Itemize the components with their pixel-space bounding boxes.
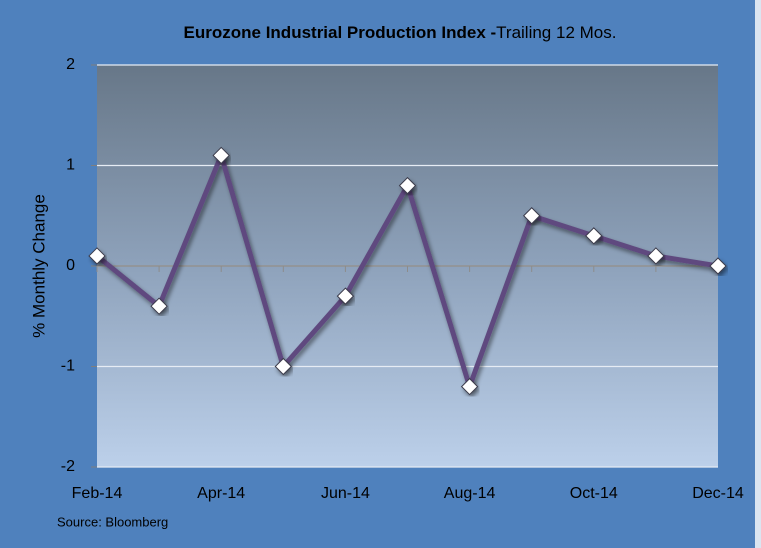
data-point <box>398 176 417 195</box>
data-point <box>522 207 541 225</box>
y-tick-label: 2 <box>66 56 75 73</box>
x-tick-label: Feb-14 <box>72 485 123 502</box>
chart-title: Eurozone Industrial Production Index -Tr… <box>184 23 617 42</box>
x-tick-label: Jun-14 <box>321 485 370 502</box>
data-point <box>274 357 293 376</box>
y-tick-label: -1 <box>61 358 75 375</box>
data-point <box>460 377 479 396</box>
data-point <box>150 297 168 315</box>
data-point <box>709 257 727 275</box>
y-tick-label: 0 <box>66 257 75 274</box>
x-tick-label: Oct-14 <box>570 485 618 502</box>
edge <box>755 0 761 548</box>
x-tick-label: Apr-14 <box>197 485 245 502</box>
title: Eurozone Industrial Production Index - <box>184 23 497 42</box>
data-point <box>647 247 665 265</box>
y-axis-label: % Monthly Change <box>29 194 48 338</box>
y-tick-label: -2 <box>61 458 75 475</box>
subtitle: Trailing 12 Mos. <box>496 23 616 42</box>
source: Source: Bloomberg <box>57 514 168 529</box>
y-tick-label: 1 <box>66 157 75 174</box>
data-point <box>585 227 603 245</box>
data-point <box>88 247 106 265</box>
data-point <box>212 146 230 165</box>
x-tick-label: Aug-14 <box>444 485 496 502</box>
x-tick-label: Dec-14 <box>692 485 744 502</box>
data-point <box>336 287 355 305</box>
